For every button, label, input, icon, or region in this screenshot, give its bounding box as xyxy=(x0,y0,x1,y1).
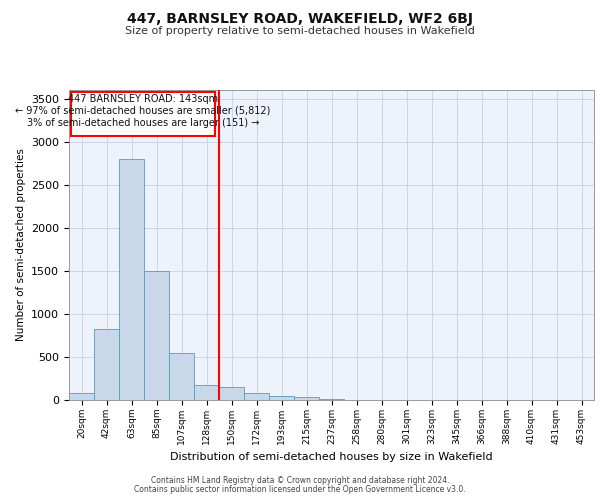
Text: Contains public sector information licensed under the Open Government Licence v3: Contains public sector information licen… xyxy=(134,485,466,494)
Bar xyxy=(119,159,144,400)
X-axis label: Distribution of semi-detached houses by size in Wakefield: Distribution of semi-detached houses by … xyxy=(170,452,493,462)
FancyBboxPatch shape xyxy=(71,92,215,136)
Bar xyxy=(219,387,244,400)
Bar xyxy=(244,393,269,400)
Text: 447 BARNSLEY ROAD: 143sqm: 447 BARNSLEY ROAD: 143sqm xyxy=(68,94,218,104)
Bar xyxy=(94,328,119,400)
Bar xyxy=(194,386,219,400)
Text: Contains HM Land Registry data © Crown copyright and database right 2024.: Contains HM Land Registry data © Crown c… xyxy=(151,476,449,485)
Text: ← 97% of semi-detached houses are smaller (5,812): ← 97% of semi-detached houses are smalle… xyxy=(15,106,271,116)
Text: Size of property relative to semi-detached houses in Wakefield: Size of property relative to semi-detach… xyxy=(125,26,475,36)
Bar xyxy=(169,352,194,400)
Text: 3% of semi-detached houses are larger (151) →: 3% of semi-detached houses are larger (1… xyxy=(26,118,259,128)
Bar xyxy=(294,398,319,400)
Bar xyxy=(144,271,169,400)
Y-axis label: Number of semi-detached properties: Number of semi-detached properties xyxy=(16,148,26,342)
Bar xyxy=(319,399,344,400)
Bar xyxy=(269,396,294,400)
Bar xyxy=(69,393,94,400)
Text: 447, BARNSLEY ROAD, WAKEFIELD, WF2 6BJ: 447, BARNSLEY ROAD, WAKEFIELD, WF2 6BJ xyxy=(127,12,473,26)
